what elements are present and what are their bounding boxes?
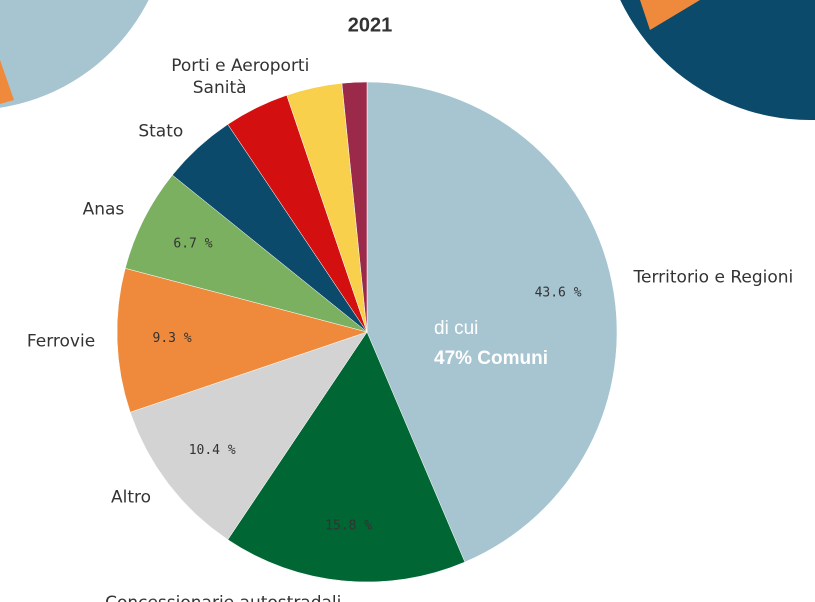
background-pie (0, 0, 149, 108)
annotation: di cui (434, 318, 478, 339)
chart-title: 2021 (348, 14, 393, 36)
slice-label: Anas (83, 199, 125, 219)
background-pie (620, 0, 815, 120)
pie-slice (116, 268, 368, 413)
pie-slice (341, 81, 368, 333)
slice-label: Stato (138, 121, 183, 141)
pie-slice (227, 331, 466, 583)
slice-label: Porti e Aeroporti (171, 56, 309, 76)
pie-slice (366, 81, 618, 563)
slice-label: Ferrovie (27, 331, 95, 351)
background-pie (640, 0, 700, 30)
value-label: 6.7 % (173, 237, 212, 252)
annotation: 47% Comuni (434, 348, 548, 369)
value-label: 10.4 % (189, 443, 236, 458)
value-label: 9.3 % (153, 331, 192, 346)
value-label: 43.6 % (535, 286, 582, 301)
slice-label: Sanità (193, 78, 247, 98)
value-label: 15.8 % (325, 519, 372, 534)
slice-label: Concessionarie autostradali (105, 593, 341, 602)
slice-label: Territorio e Regioni (633, 268, 794, 288)
background-pie (0, 60, 14, 104)
pie (116, 81, 618, 583)
slice-label: Altro (111, 487, 151, 507)
pie-slice (129, 331, 368, 540)
